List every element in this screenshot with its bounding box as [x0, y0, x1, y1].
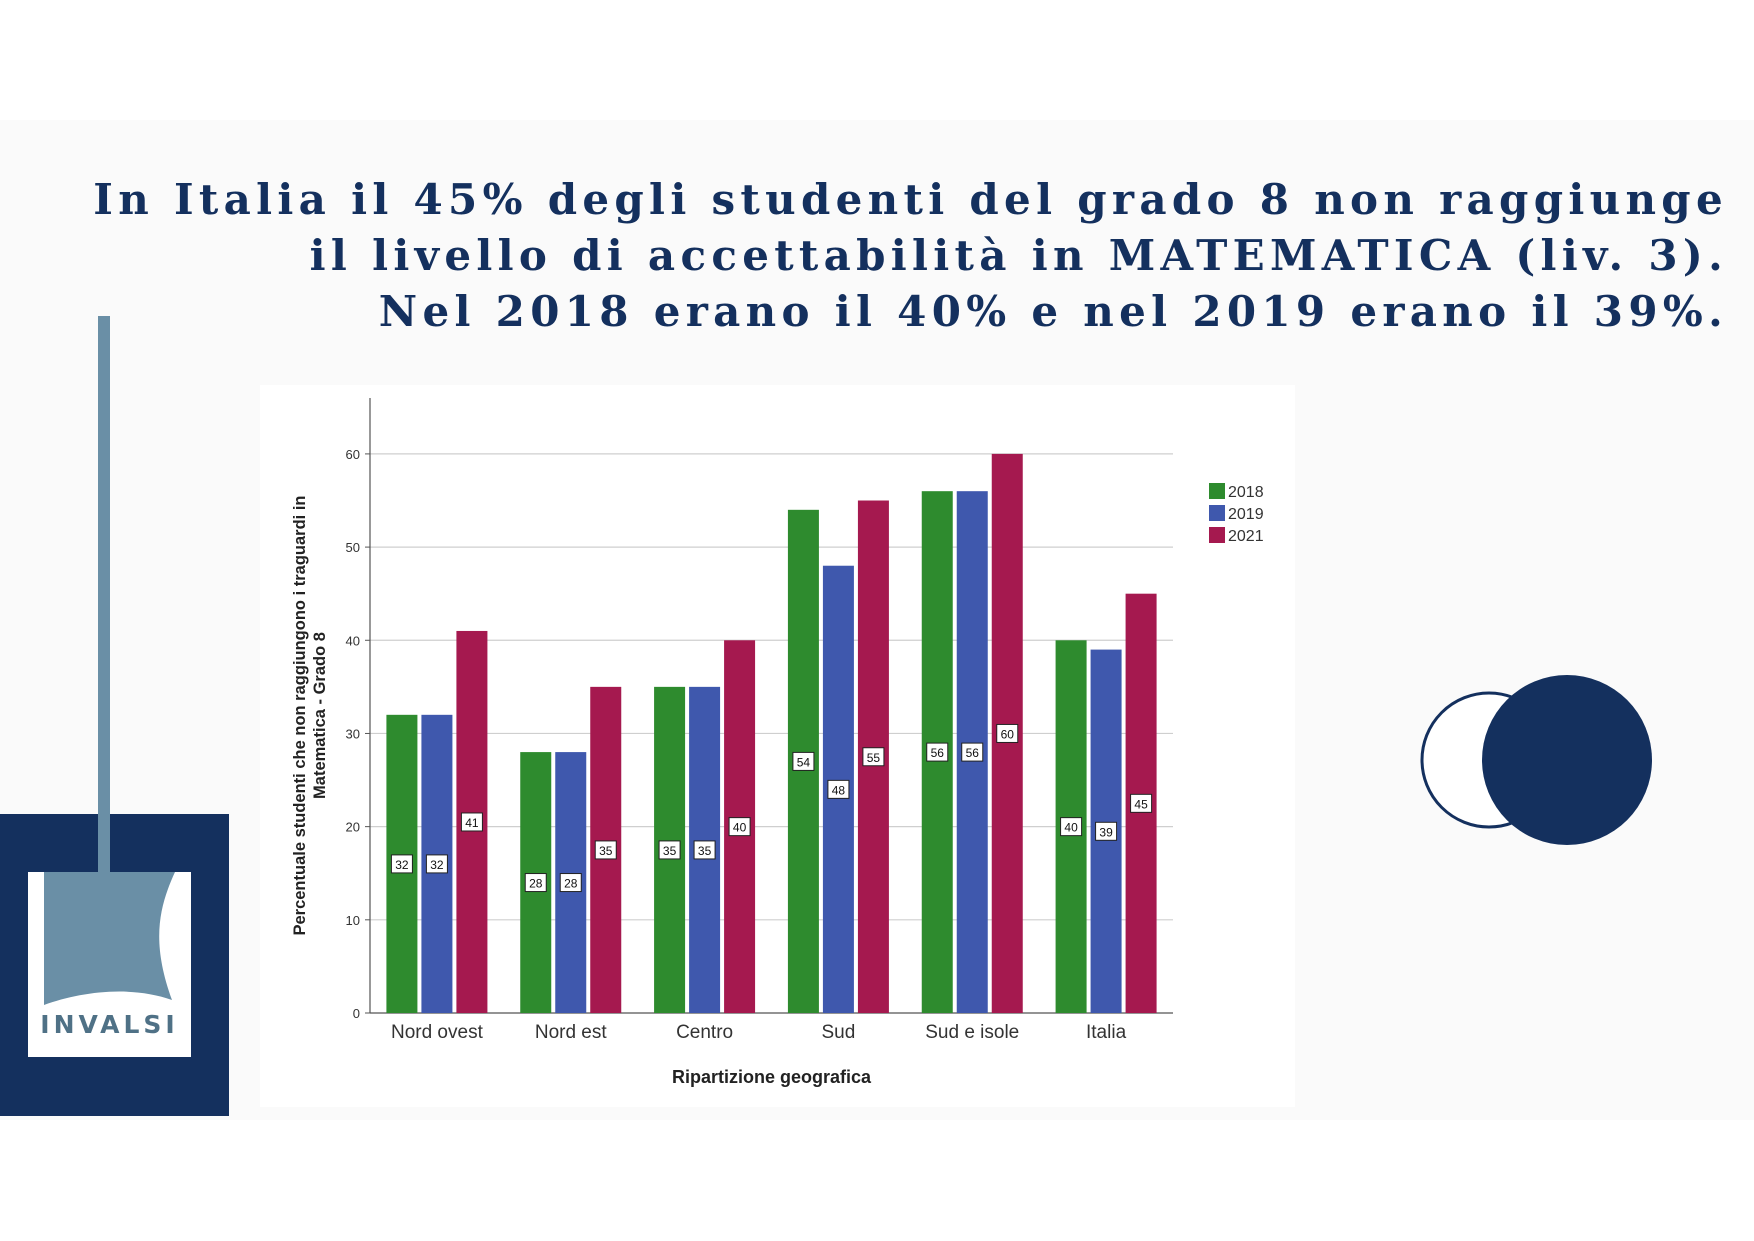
y-axis-title: Percentuale studenti che non raggiungono…: [291, 495, 309, 935]
y-tick-label: 50: [346, 540, 360, 555]
legend-label: 2018: [1228, 484, 1264, 501]
x-tick-label: Nord est: [535, 1022, 608, 1043]
legend-label: 2019: [1228, 506, 1264, 523]
vertical-rule: [98, 316, 110, 876]
data-label: 28: [564, 877, 578, 891]
legend-label: 2021: [1228, 528, 1264, 545]
y-tick-label: 20: [346, 820, 360, 835]
data-label-box: [827, 779, 850, 799]
logo-wave-icon: [44, 872, 175, 1005]
x-tick-label: Italia: [1086, 1022, 1127, 1043]
y-tick-label: 30: [346, 726, 360, 741]
data-label: 28: [529, 877, 543, 891]
y-axis-title: Matematica - Grado 8: [311, 632, 329, 799]
data-label: 39: [1099, 825, 1113, 839]
legend-swatch: [1209, 483, 1225, 499]
x-tick-label: Sud e isole: [925, 1022, 1019, 1043]
logo-text: INVALSI: [40, 1010, 179, 1039]
data-label-box: [961, 742, 984, 762]
data-label-box: [792, 751, 815, 771]
x-tick-label: Nord ovest: [391, 1022, 484, 1043]
data-label: 55: [867, 751, 881, 765]
data-label-box: [1095, 821, 1118, 841]
data-label: 54: [797, 755, 811, 769]
data-label: 32: [395, 858, 409, 872]
data-label-box: [390, 854, 413, 874]
data-label-box: [524, 873, 547, 893]
data-label-box: [594, 840, 617, 860]
x-tick-label: Sud: [822, 1022, 856, 1043]
data-label-box: [728, 817, 751, 837]
data-label-box: [1060, 817, 1083, 837]
data-label: 60: [1001, 727, 1015, 741]
y-tick-label: 0: [353, 1006, 360, 1021]
headline: In Italia il 45% degli studenti del grad…: [88, 172, 1728, 340]
headline-line-1: In Italia il 45% degli studenti del grad…: [93, 175, 1728, 224]
data-label: 48: [832, 783, 846, 797]
y-tick-label: 40: [346, 633, 360, 648]
data-label: 35: [663, 844, 677, 858]
y-tick-label: 60: [346, 447, 360, 462]
data-label: 40: [1064, 821, 1078, 835]
data-label-box: [862, 747, 885, 767]
data-label-box: [658, 840, 681, 860]
data-label: 32: [430, 858, 444, 872]
y-tick-label: 10: [346, 913, 360, 928]
data-label-box: [1130, 793, 1153, 813]
data-label: 41: [465, 816, 479, 830]
data-label: 56: [931, 746, 945, 760]
data-label: 56: [966, 746, 980, 760]
data-label-box: [425, 854, 448, 874]
filled-circle-icon: [1482, 675, 1652, 845]
data-label-box: [996, 723, 1019, 743]
data-label: 35: [698, 844, 712, 858]
data-label-box: [559, 873, 582, 893]
x-tick-label: Centro: [676, 1022, 733, 1043]
legend-swatch: [1209, 505, 1225, 521]
data-label: 35: [599, 844, 613, 858]
data-label-box: [693, 840, 716, 860]
headline-line-3: Nel 2018 erano il 40% e nel 2019 erano i…: [378, 287, 1728, 336]
legend-swatch: [1209, 527, 1225, 543]
x-axis-title: Ripartizione geografica: [672, 1067, 872, 1087]
data-label: 40: [733, 821, 747, 835]
headline-line-2: il livello di accettabilità in MATEMATIC…: [309, 231, 1728, 280]
data-label-box: [926, 742, 949, 762]
data-label-box: [460, 812, 483, 832]
data-label: 45: [1134, 797, 1148, 811]
